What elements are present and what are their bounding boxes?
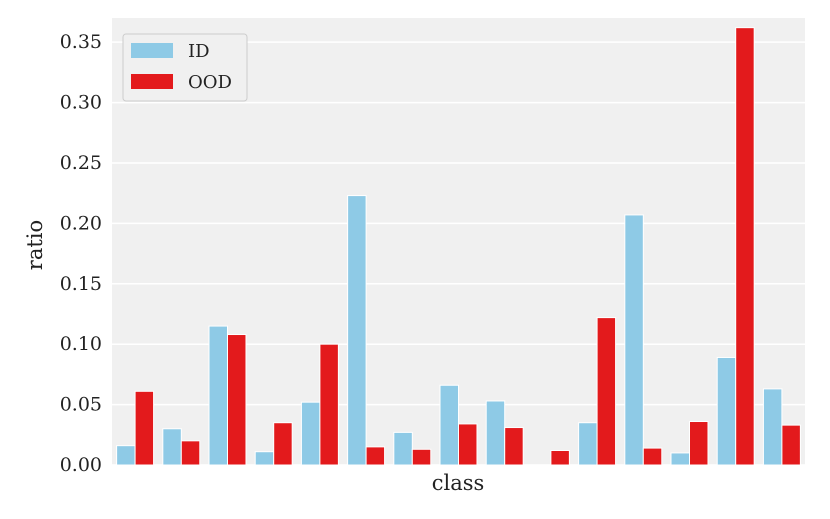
- bar-ood-7: [458, 423, 478, 466]
- bar-id-11: [624, 214, 644, 466]
- bar-ood-14: [781, 424, 801, 466]
- y-tick-label: 0.20: [60, 212, 102, 234]
- legend-swatch-ood: [131, 74, 173, 89]
- bar-id-3: [254, 451, 275, 466]
- x-axis-label: class: [432, 471, 485, 495]
- legend-label-id: ID: [188, 41, 210, 62]
- bar-ood-12: [689, 421, 709, 466]
- bar-ood-13: [735, 27, 755, 466]
- bar-ood-1: [180, 440, 201, 466]
- bar-ood-6: [411, 448, 432, 466]
- legend: ID OOD: [122, 33, 248, 102]
- bar-ood-2: [227, 334, 247, 466]
- bar-ood-5: [365, 446, 386, 466]
- y-tick-label: 0.05: [60, 394, 102, 416]
- y-tick-labels: 0.00 0.05 0.10 0.15 0.20 0.25 0.30 0.35: [60, 31, 102, 476]
- bar-id-1: [162, 428, 182, 466]
- y-tick-label: 0.15: [60, 273, 102, 295]
- bar-ood-9: [550, 450, 570, 466]
- bar-id-10: [578, 422, 598, 466]
- bar-id-13: [716, 356, 737, 466]
- bar-id-12: [670, 452, 691, 466]
- y-tick-label: 0.35: [60, 31, 102, 53]
- y-tick-label: 0.30: [60, 92, 102, 114]
- bar-id-5: [347, 195, 367, 466]
- y-tick-label: 0.10: [60, 333, 102, 355]
- y-tick-label: 0.00: [60, 454, 102, 476]
- bar-id-6: [393, 431, 413, 466]
- legend-swatch-id: [131, 43, 173, 58]
- legend-label-ood: OOD: [188, 72, 232, 93]
- bar-ood-10: [596, 317, 617, 466]
- bar-id-7: [439, 384, 459, 466]
- bar-id-8: [485, 400, 506, 466]
- bar-ood-11: [642, 447, 663, 466]
- bars: [116, 27, 801, 466]
- y-tick-label: 0.25: [60, 152, 102, 174]
- bar-id-2: [208, 325, 229, 466]
- bar-id-0: [116, 445, 136, 466]
- bar-id-14: [762, 388, 783, 466]
- bar-ood-4: [319, 343, 339, 466]
- bar-ood-8: [504, 427, 524, 466]
- y-axis-label: ratio: [23, 220, 47, 270]
- bar-ood-3: [273, 422, 293, 466]
- bar-ood-0: [134, 390, 155, 466]
- bar-id-4: [300, 401, 321, 466]
